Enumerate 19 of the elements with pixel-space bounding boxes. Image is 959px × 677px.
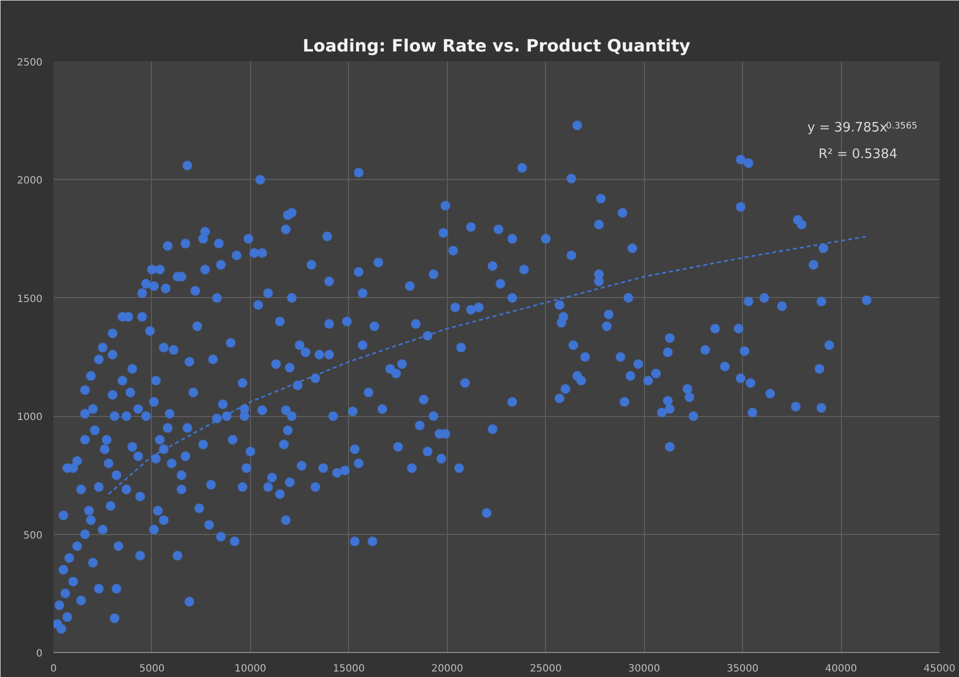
- line-series: [108, 236, 868, 495]
- x-tick-label: 5000: [139, 664, 165, 674]
- x-tick-label: 20000: [431, 664, 464, 674]
- x-tick-label: 45000: [924, 664, 956, 674]
- x-tick-label: 30000: [628, 664, 660, 674]
- x-tick-label: 0: [50, 664, 57, 674]
- y-tick-label: 1500: [17, 294, 43, 305]
- x-tick-label: 10000: [234, 664, 266, 674]
- y-tick-label: 0: [36, 648, 43, 660]
- y-tick-label: 2000: [17, 176, 43, 187]
- y-tick-label: 1000: [17, 412, 43, 424]
- x-tick-label: 15000: [332, 664, 365, 674]
- annotation: R² = 0.5384: [818, 146, 898, 162]
- x-tick-label: 25000: [530, 664, 562, 674]
- y-tick-label: 2500: [17, 58, 43, 68]
- x-tick-label: 35000: [726, 664, 759, 674]
- x-tick-label: 40000: [825, 664, 857, 674]
- chart-title: Loading: Flow Rate vs. Product Quantity: [302, 36, 690, 56]
- y-tick-label: 500: [23, 530, 43, 542]
